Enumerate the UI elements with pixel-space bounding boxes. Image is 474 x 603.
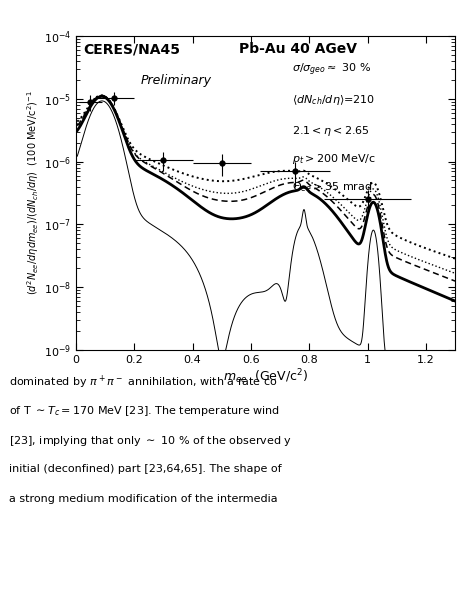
- Text: CERES/NA45: CERES/NA45: [83, 42, 181, 57]
- Text: $\langle dN_{ch}/d\eta\rangle$=210: $\langle dN_{ch}/d\eta\rangle$=210: [292, 93, 375, 107]
- X-axis label: $m_{ee}$  (GeV/c$^2$): $m_{ee}$ (GeV/c$^2$): [223, 367, 308, 386]
- Text: $\Theta_{ee}>$35 mrad: $\Theta_{ee}>$35 mrad: [292, 180, 373, 194]
- Text: Preliminary: Preliminary: [140, 74, 211, 87]
- Text: $p_t>$200 MeV/c: $p_t>$200 MeV/c: [292, 152, 376, 166]
- Text: a strong medium modification of the intermedia: a strong medium modification of the inte…: [9, 494, 278, 505]
- Y-axis label: $(d^2N_{ee}/d\eta dm_{ee})/(dN_{ch}/d\eta)$  (100 MeV/c$^2)^{-1}$: $(d^2N_{ee}/d\eta dm_{ee})/(dN_{ch}/d\et…: [25, 90, 41, 295]
- Text: Pb-Au 40 AGeV: Pb-Au 40 AGeV: [239, 42, 357, 57]
- Text: dominated by $\pi^+\pi^-$ annihilation, with a rate co: dominated by $\pi^+\pi^-$ annihilation, …: [9, 374, 278, 391]
- Text: $\sigma/\sigma_{geo}$$\approx$ 30 %: $\sigma/\sigma_{geo}$$\approx$ 30 %: [292, 62, 372, 78]
- Text: of T $\sim T_c = 170$ MeV [23]. The temperature wind: of T $\sim T_c = 170$ MeV [23]. The temp…: [9, 404, 280, 418]
- Text: [23], implying that only $\sim$ 10 % of the observed y: [23], implying that only $\sim$ 10 % of …: [9, 434, 292, 448]
- Text: initial (deconfined) part [23,64,65]. The shape of: initial (deconfined) part [23,64,65]. Th…: [9, 464, 282, 475]
- Text: 2.1$<\eta<$2.65: 2.1$<\eta<$2.65: [292, 124, 370, 138]
